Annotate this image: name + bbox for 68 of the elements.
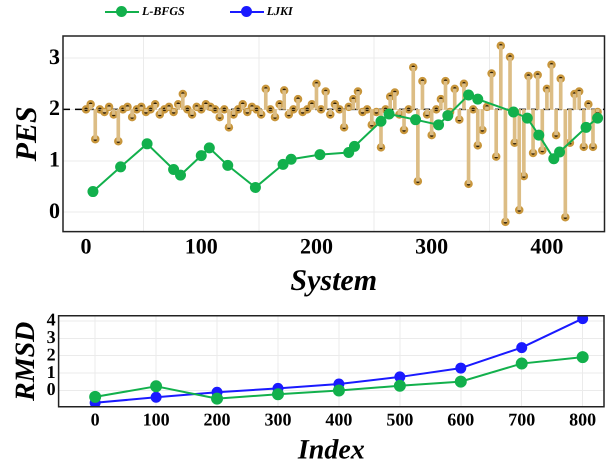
point <box>410 114 422 126</box>
point <box>580 122 592 133</box>
x-tick-label: 400 <box>325 409 352 430</box>
point <box>384 108 395 120</box>
x-axis-title: System <box>290 264 378 297</box>
legend-label: L-BFGS <box>142 4 185 19</box>
y-axis-title: RMSD <box>10 322 42 402</box>
point <box>196 150 207 162</box>
point <box>175 170 186 181</box>
x-tick-label: 800 <box>569 409 596 430</box>
y-tick-label: 0 <box>49 198 60 223</box>
point <box>204 142 215 154</box>
point <box>150 392 162 403</box>
point <box>278 158 289 170</box>
point <box>343 147 354 158</box>
x-tick-label: 400 <box>530 233 564 258</box>
point <box>87 186 98 198</box>
y-tick-label: 3 <box>49 44 60 69</box>
point <box>142 138 153 150</box>
point <box>577 316 588 324</box>
x-tick-label: 100 <box>142 409 170 430</box>
point <box>442 110 454 122</box>
point <box>332 384 345 396</box>
point <box>548 153 560 164</box>
y-tick-label: 1 <box>49 146 60 172</box>
point <box>286 154 297 165</box>
point <box>168 164 180 175</box>
point <box>576 351 589 364</box>
point <box>472 94 484 105</box>
point <box>89 390 102 403</box>
point <box>516 342 528 354</box>
x-tick-label: 700 <box>508 409 536 430</box>
x-tick-label: 200 <box>204 409 231 430</box>
x-tick-label: 300 <box>415 233 448 258</box>
point <box>533 130 544 141</box>
point <box>592 112 604 124</box>
x-tick-label: 300 <box>264 409 292 430</box>
point <box>222 160 234 171</box>
y-tick-label: 0 <box>46 379 56 400</box>
x-tick-label: 100 <box>184 233 218 258</box>
point <box>454 376 467 388</box>
x-tick-label: 0 <box>90 409 100 430</box>
point <box>433 119 444 130</box>
y-tick-label: 2 <box>49 95 60 120</box>
x-tick-label: 0 <box>80 233 92 258</box>
point <box>522 112 533 124</box>
point <box>554 146 566 158</box>
y-tick-label: 4 <box>46 310 56 330</box>
point <box>150 380 162 392</box>
point <box>348 140 360 152</box>
legend-label: LJKI <box>266 4 293 19</box>
y-tick-label: 1 <box>46 362 56 382</box>
point <box>250 182 261 193</box>
y-axis-title: PES <box>10 106 43 162</box>
point <box>211 392 224 405</box>
point <box>115 161 126 172</box>
x-tick-label: 600 <box>447 409 474 430</box>
x-axis-title: Index <box>296 434 365 466</box>
point <box>508 106 519 118</box>
point <box>455 362 466 374</box>
point <box>314 149 326 160</box>
point <box>516 358 528 370</box>
point <box>375 116 386 127</box>
x-tick-label: 500 <box>386 409 414 430</box>
point <box>394 380 406 392</box>
point <box>463 90 474 101</box>
x-tick-label: 200 <box>300 233 333 258</box>
point <box>272 388 284 400</box>
